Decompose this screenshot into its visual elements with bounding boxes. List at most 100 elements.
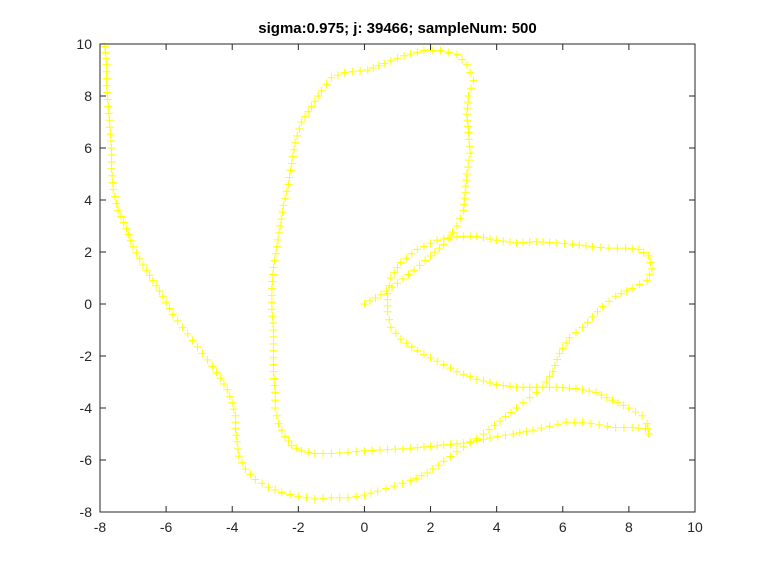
data-point-31 — [465, 135, 474, 144]
data-point-8 — [404, 270, 413, 279]
data-point-360 — [135, 254, 144, 263]
data-point-294 — [466, 438, 475, 447]
data-point-259 — [645, 270, 654, 279]
data-point-346 — [188, 336, 197, 345]
data-point-153 — [545, 422, 554, 431]
data-point-47 — [428, 46, 437, 55]
data-point-369 — [112, 199, 121, 208]
data-point-6 — [393, 279, 402, 288]
data-point-198 — [453, 367, 461, 376]
data-point-160 — [603, 422, 612, 431]
data-point-122 — [319, 449, 328, 458]
data-point-70 — [297, 118, 306, 126]
tick-layer: -8 -6 -4 -2 0 2 4 6 8 10 -8 -6 -4 -2 0 2 4 6 8 10 — [76, 36, 703, 535]
data-point-357 — [145, 271, 154, 280]
data-point-277 — [553, 355, 562, 364]
data-point-78 — [285, 173, 294, 182]
data-point-234 — [492, 236, 501, 245]
data-point-382 — [104, 109, 113, 118]
data-point-199 — [446, 364, 455, 373]
data-point-263 — [622, 287, 631, 295]
data-point-42 — [462, 60, 471, 69]
data-point-190 — [505, 382, 514, 391]
data-point-255 — [639, 248, 648, 257]
data-point-381 — [105, 116, 114, 125]
data-point-22 — [460, 194, 469, 203]
y-tick-label-0: -8 — [80, 504, 93, 520]
data-point-371 — [109, 185, 118, 194]
y-tick-label-4: 0 — [84, 296, 92, 312]
data-point-206 — [402, 339, 411, 347]
data-point-215 — [385, 281, 394, 290]
axes-box — [99, 43, 696, 513]
y-tick-label-1: -6 — [80, 452, 93, 468]
data-point-287 — [506, 408, 515, 417]
data-point-262 — [628, 284, 637, 293]
data-point-354 — [155, 287, 164, 295]
data-point-193 — [486, 378, 495, 387]
data-point-387 — [102, 74, 111, 83]
data-point-99 — [268, 319, 277, 328]
data-point-370 — [110, 192, 119, 201]
data-point-105 — [269, 360, 278, 369]
data-point-116 — [284, 437, 293, 446]
data-point-325 — [246, 470, 255, 479]
data-point-129 — [375, 446, 384, 455]
data-point-37 — [464, 98, 473, 107]
data-point-373 — [108, 171, 117, 180]
data-point-220 — [402, 254, 411, 263]
x-tick-label-5: 2 — [427, 519, 435, 535]
data-point-248 — [588, 242, 597, 251]
data-point-386 — [102, 81, 111, 90]
data-point-60 — [340, 68, 349, 77]
data-point-303 — [412, 474, 421, 483]
data-point-35 — [462, 110, 471, 119]
data-point-210 — [385, 315, 394, 324]
data-point-32 — [464, 128, 473, 137]
data-point-221 — [407, 249, 416, 258]
data-point-338 — [223, 385, 232, 394]
data-point-157 — [578, 418, 587, 427]
data-point-73 — [291, 138, 300, 147]
data-point-161 — [611, 423, 620, 432]
data-point-154 — [553, 420, 562, 429]
data-point-376 — [107, 150, 116, 159]
x-tick-label-9: 10 — [687, 519, 703, 535]
data-point-151 — [529, 426, 538, 435]
data-point-115 — [281, 432, 290, 441]
data-point-297 — [446, 452, 455, 461]
data-point-288 — [501, 412, 510, 421]
data-point-280 — [545, 372, 554, 381]
data-point-64 — [317, 86, 326, 95]
data-point-306 — [390, 482, 399, 490]
data-point-299 — [434, 461, 443, 470]
data-point-134 — [413, 443, 422, 452]
data-point-18 — [453, 222, 461, 230]
data-point-11 — [421, 256, 430, 265]
data-point-77 — [286, 166, 295, 175]
data-point-202 — [426, 353, 435, 362]
data-point-359 — [138, 261, 147, 269]
data-point-319 — [286, 490, 295, 499]
data-point-156 — [570, 418, 579, 427]
data-point-131 — [391, 445, 400, 454]
x-tick-label-4: 0 — [361, 519, 369, 535]
data-point-191 — [499, 381, 508, 390]
data-point-159 — [595, 420, 604, 429]
data-point-166 — [644, 430, 653, 438]
data-point-79 — [284, 180, 293, 189]
data-point-152 — [537, 424, 546, 433]
data-point-314 — [327, 493, 336, 502]
data-point-335 — [229, 405, 238, 414]
data-point-89 — [271, 249, 280, 258]
data-point-245 — [568, 240, 577, 249]
data-point-53 — [386, 56, 395, 65]
data-point-367 — [116, 212, 125, 221]
data-point-102 — [269, 339, 278, 348]
data-point-226 — [439, 235, 448, 243]
data-point-365 — [122, 224, 131, 233]
data-point-236 — [505, 238, 514, 247]
data-point-224 — [426, 239, 435, 248]
data-point-389 — [102, 60, 111, 69]
data-point-275 — [558, 344, 567, 353]
